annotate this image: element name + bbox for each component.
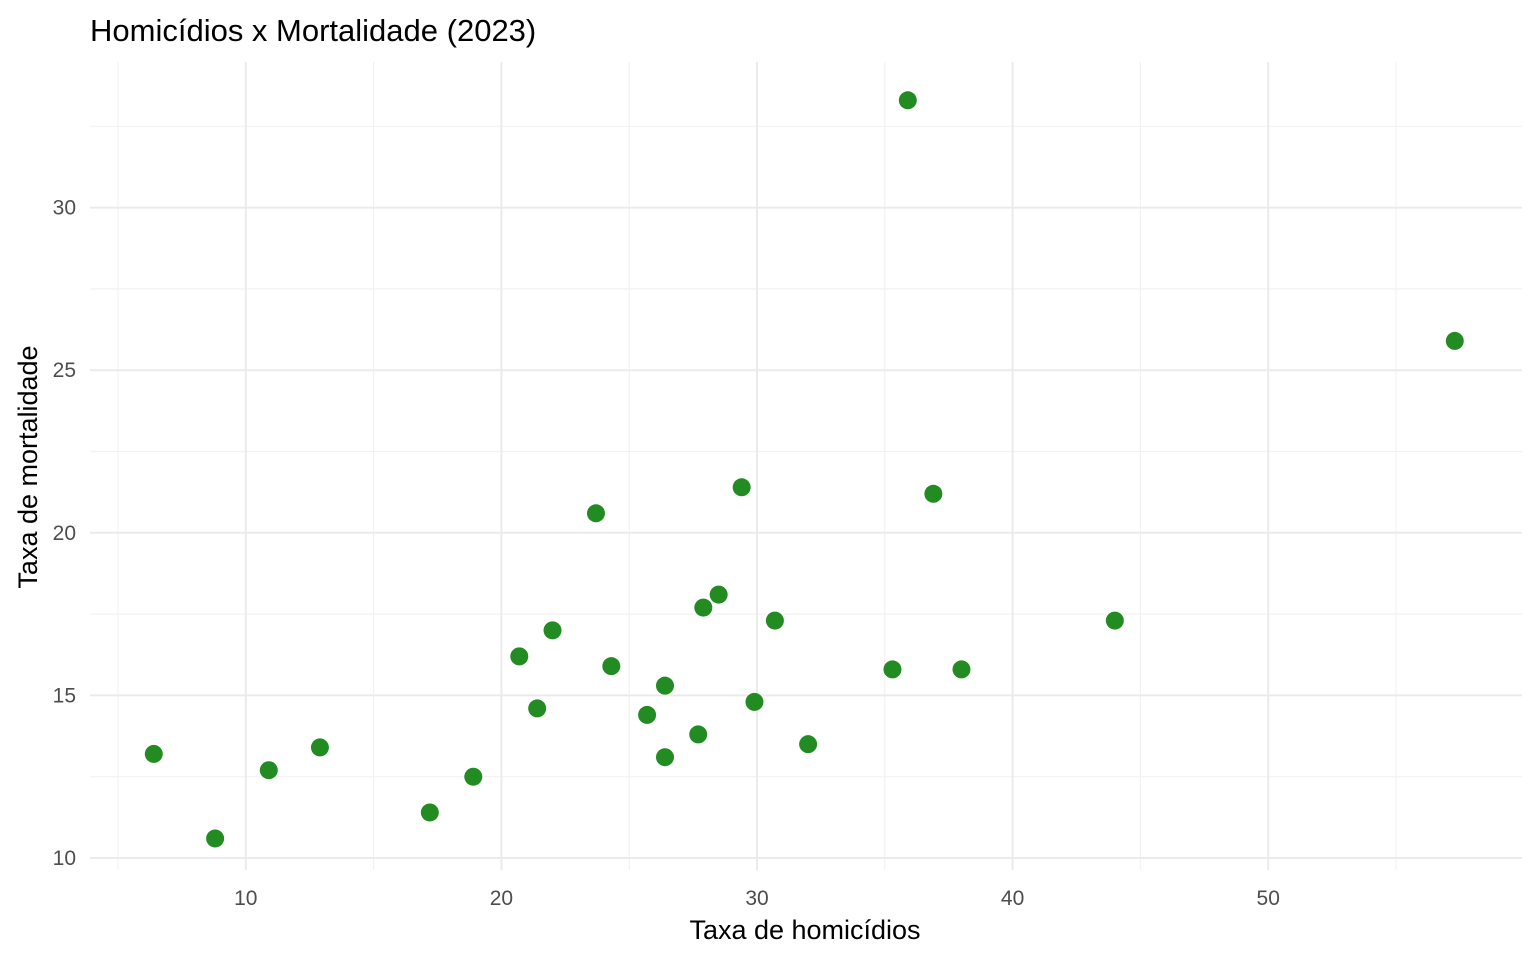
data-point (765, 611, 784, 630)
data-point (1105, 611, 1124, 630)
chart-title: Homicídios x Mortalidade (2023) (90, 13, 536, 48)
x-tick-label: 30 (745, 887, 768, 910)
data-point (464, 767, 483, 786)
data-point (510, 647, 529, 666)
data-point (259, 761, 278, 780)
x-tick-label: 10 (234, 887, 257, 910)
data-point (898, 91, 917, 110)
y-axis-title: Taxa de mortalidade (13, 345, 43, 588)
data-point (586, 504, 605, 523)
data-point (543, 621, 562, 640)
x-axis-title: Taxa de homicídios (689, 915, 920, 945)
y-tick-label: 10 (53, 847, 76, 870)
data-point (952, 660, 971, 679)
x-tick-label: 50 (1257, 887, 1280, 910)
data-point (732, 478, 751, 497)
y-tick-label: 15 (53, 684, 76, 707)
data-point (694, 598, 713, 617)
points-layer (144, 91, 1464, 848)
data-point (602, 657, 621, 676)
data-point (689, 725, 708, 744)
data-point (1445, 331, 1464, 350)
y-tick-label: 20 (53, 522, 76, 545)
data-point (420, 803, 439, 822)
data-point (310, 738, 329, 757)
grid-layer (90, 62, 1522, 870)
data-point (709, 585, 728, 604)
data-point (638, 705, 657, 724)
x-tick-label: 40 (1001, 887, 1024, 910)
data-point (799, 735, 818, 754)
data-point (883, 660, 902, 679)
data-point (655, 676, 674, 695)
data-point (924, 484, 943, 503)
tick-labels: 10 20 30 40 50 10 15 20 25 30 (53, 197, 1280, 910)
data-point (745, 692, 764, 711)
y-tick-label: 25 (53, 359, 76, 382)
data-point (528, 699, 547, 718)
y-tick-label: 30 (53, 197, 76, 220)
data-point (655, 748, 674, 767)
x-tick-label: 20 (490, 887, 513, 910)
data-point (144, 744, 163, 763)
data-point (206, 829, 225, 848)
